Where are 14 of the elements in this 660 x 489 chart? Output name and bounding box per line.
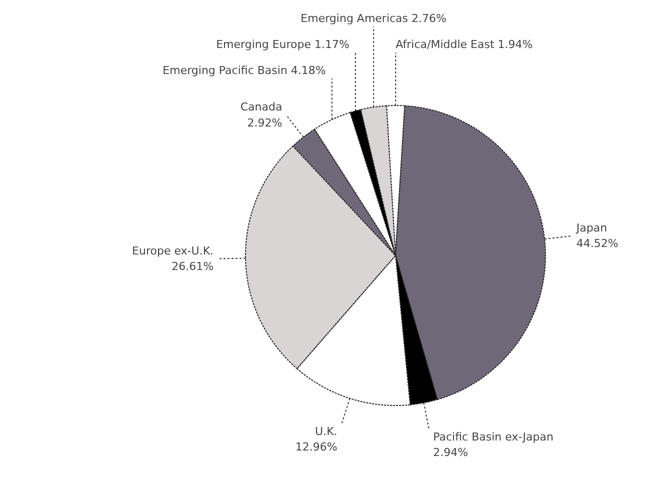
data-label: 12.96% <box>295 440 338 454</box>
slice-label: Africa/Middle East 1.94% <box>396 38 533 51</box>
data-label: 2.94% <box>433 446 468 459</box>
data-label: 44.52% <box>576 237 618 250</box>
slice-label: Japan <box>575 222 608 235</box>
slice-label: Emerging Pacific Basin 4.18% <box>162 64 326 77</box>
data-label: 26.61% <box>172 260 214 274</box>
slice-label: Europe ex-U.K. <box>132 244 214 258</box>
slice-label: U.K. <box>315 425 338 438</box>
slice-label: Emerging Americas 2.76% <box>300 12 446 25</box>
slice-label: Pacific Basin ex-Japan <box>433 430 554 444</box>
data-label: 2.92% <box>247 116 282 130</box>
slice-label: Emerging Europe 1.17% <box>216 38 350 51</box>
slice-label: Canada <box>240 100 282 114</box>
